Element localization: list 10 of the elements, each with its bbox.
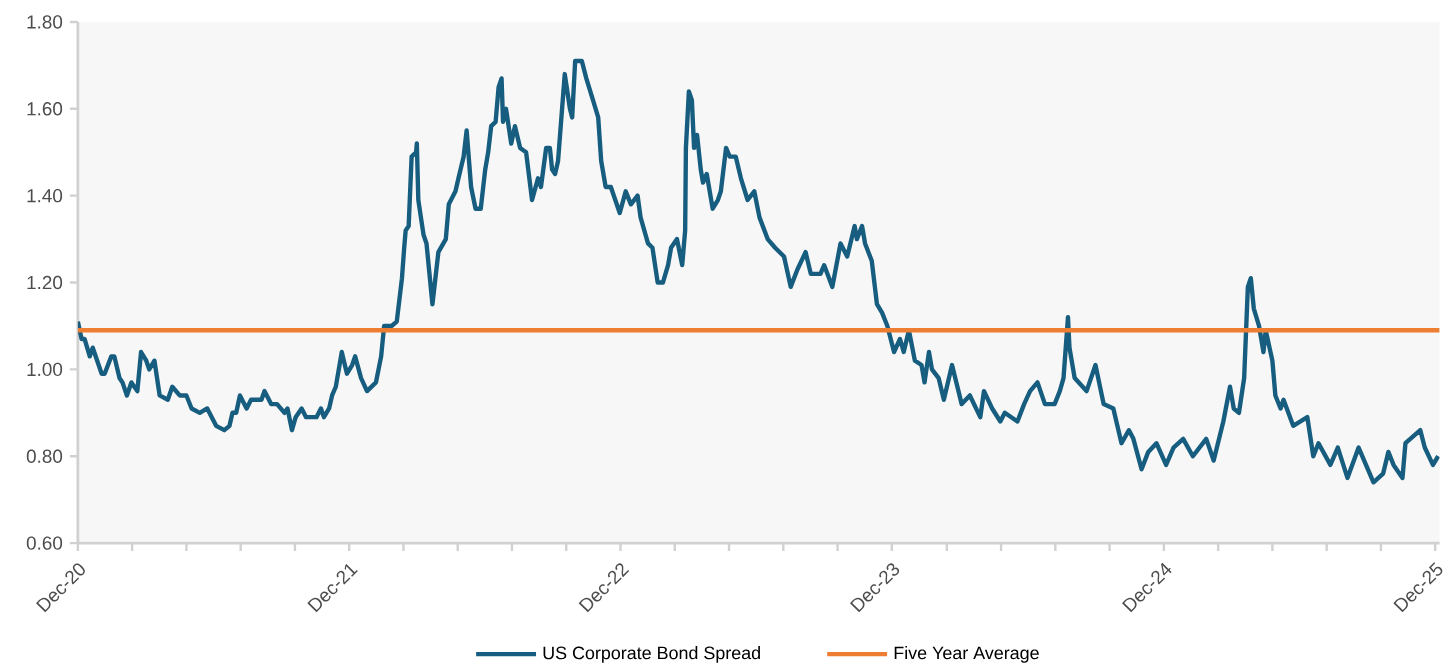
- y-tick-label: 1.40: [27, 188, 63, 203]
- y-tick-label: 1.20: [27, 275, 63, 290]
- y-tick-label: 0.60: [26, 536, 63, 550]
- y-tick-label: 1.60: [27, 102, 63, 116]
- y-tick-label: 1.00: [27, 362, 63, 377]
- y-tick-label: 0.80: [26, 449, 63, 463]
- legend-label: Five Year Average: [894, 646, 1039, 663]
- legend-label: US Corporate Bond Spread: [543, 646, 760, 663]
- y-tick-label: 1.80: [27, 15, 63, 29]
- line-series: [77, 58, 1440, 485]
